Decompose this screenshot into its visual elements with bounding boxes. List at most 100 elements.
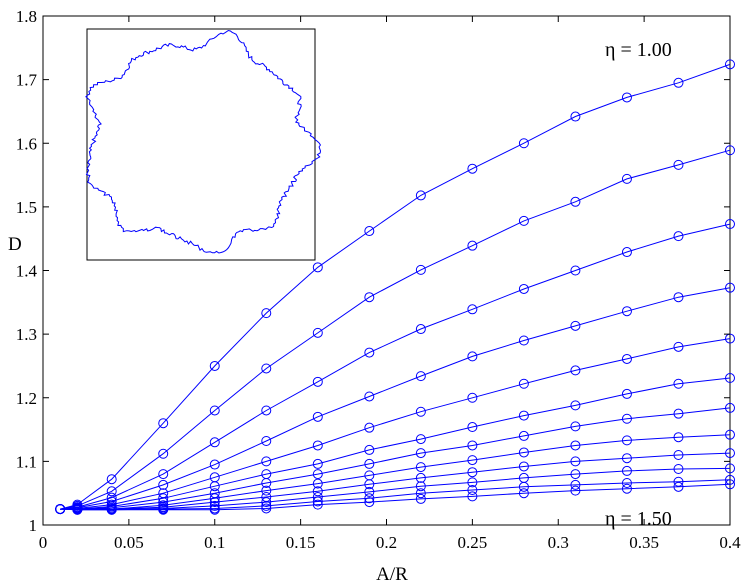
data-point [725,448,735,459]
data-point [261,500,272,511]
data-point [415,481,426,492]
data-point [312,499,323,510]
data-point [570,456,581,467]
data-point [467,240,478,251]
inset-group [85,28,322,261]
data-point [518,215,529,226]
series-1 [55,59,735,515]
data-point [467,477,478,488]
series-6 [55,373,735,515]
data-point [415,434,426,445]
data-point [673,464,684,475]
data-point [158,448,169,459]
data-point [621,92,632,103]
data-point [415,448,426,459]
data-point [312,478,323,489]
data-point [673,378,684,389]
data-point [364,479,375,490]
data-point [261,405,272,416]
series-line [60,377,731,510]
data-point [518,410,529,421]
data-point [312,486,323,497]
data-point [261,456,272,467]
x-tick-label: 0.4 [719,533,741,552]
data-point [621,435,632,446]
data-point [673,341,684,352]
data-point [518,335,529,346]
data-point [415,264,426,275]
data-point [673,159,684,170]
data-point [364,226,375,237]
data-point [725,479,735,490]
data-point [518,138,529,149]
data-point [364,493,375,504]
data-point [209,405,220,416]
data-point [725,463,735,474]
x-tick-label: 0.1 [204,533,225,552]
x-tick-label: 0 [39,533,48,552]
series-group [55,59,735,515]
y-tick-label: 1.3 [16,325,37,344]
series-line [60,483,731,511]
x-tick-label: 0.2 [376,533,397,552]
data-point [725,282,735,293]
data-point [570,400,581,411]
data-point [518,283,529,294]
data-point [621,465,632,476]
data-point [673,77,684,88]
data-point [467,392,478,403]
data-point [570,485,581,496]
data-point [467,440,478,451]
data-point [158,469,169,480]
series-line [60,407,731,510]
data-point [415,472,426,483]
data-point [518,430,529,441]
data-point [312,411,323,422]
data-point [673,450,684,461]
data-point [518,488,529,499]
data-point [312,262,323,273]
series-line [60,434,731,510]
data-point [621,388,632,399]
x-tick-label: 0.25 [458,533,488,552]
data-point [415,488,426,499]
data-point [725,219,735,230]
data-point [673,231,684,242]
data-point [364,486,375,497]
data-point [364,347,375,358]
y-tick-label: 1.5 [16,198,37,217]
series-3 [55,219,735,515]
data-point [261,436,272,447]
data-point [261,497,272,508]
data-point [415,406,426,417]
data-point [518,481,529,492]
data-point [467,491,478,502]
data-point [312,496,323,507]
data-point [415,371,426,382]
data-point [621,478,632,489]
data-point [364,458,375,469]
data-point [106,486,117,497]
data-point [467,485,478,496]
inset-box [86,28,316,261]
x-tick-label: 0.35 [629,533,659,552]
data-point [312,458,323,469]
series-2 [55,145,735,515]
data-point [415,190,426,201]
y-tick-label: 1.8 [16,7,37,26]
series-5 [55,333,735,515]
ticks-group: 0 0.05 0.1 0.15 0.2 0.25 0.3 0.35 0.4 1 1.1 1.2 1.3 1… [16,7,741,552]
data-point [72,504,83,515]
y-tick-label: 1 [29,516,38,535]
data-point [364,292,375,303]
data-point [725,59,735,70]
data-point [467,304,478,315]
data-point [621,353,632,364]
data-point [415,324,426,335]
data-point [673,432,684,443]
data-point [467,351,478,362]
data-point [621,247,632,258]
data-point [209,493,220,504]
data-point [725,429,735,440]
y-tick-label: 1.7 [16,71,38,90]
